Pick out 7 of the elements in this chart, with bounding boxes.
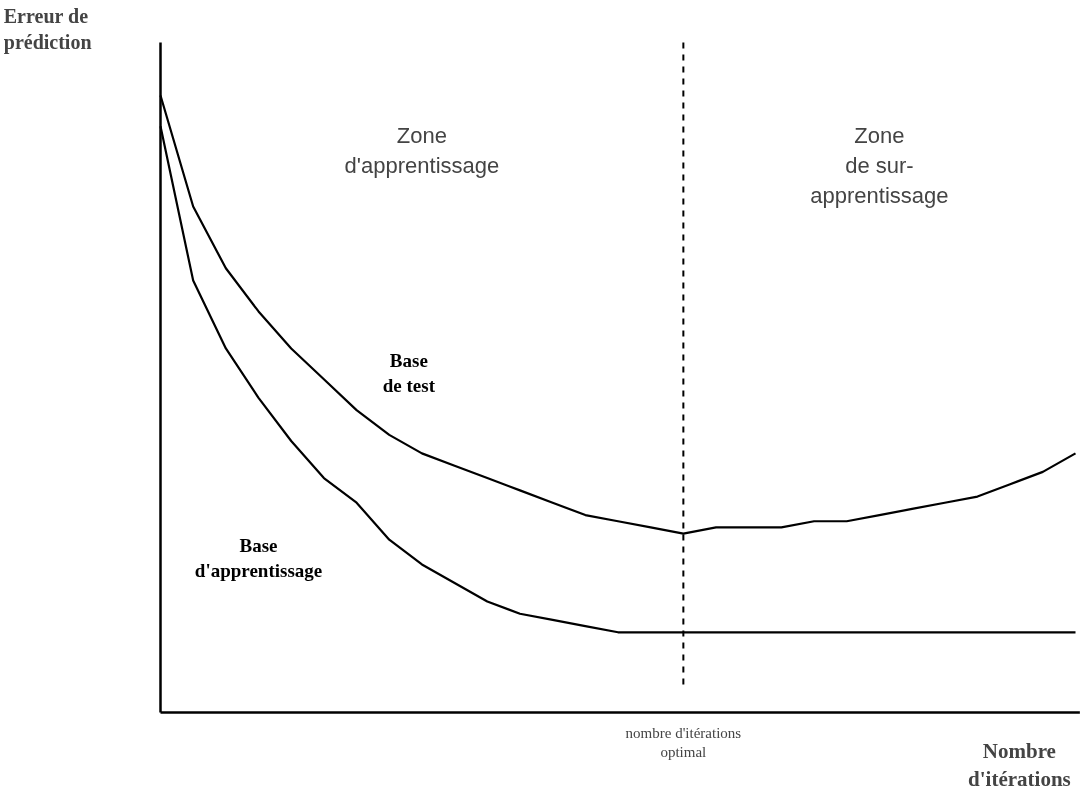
annotation: Zone de sur-apprentissage	[810, 122, 949, 208]
text: nombre d'itérations optimal	[625, 724, 742, 760]
series-label: Base de test	[382, 350, 436, 397]
x-axis-title: Nombre d'itérations	[968, 738, 1071, 791]
annotation: Zone d'apprentissage	[344, 122, 500, 178]
text: Base d'apprentissage	[194, 535, 323, 582]
y-axis-title: Erreur de prédiction	[3, 4, 92, 54]
